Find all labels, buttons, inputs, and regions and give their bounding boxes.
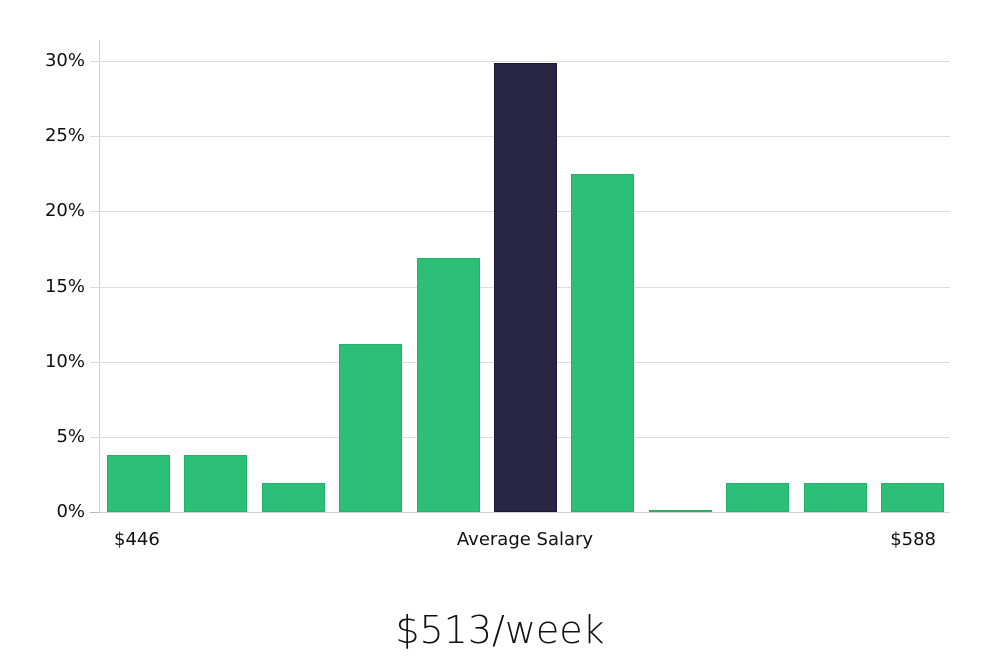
gridline xyxy=(90,61,950,62)
x-label-max: $588 xyxy=(890,529,936,550)
bar xyxy=(262,483,325,512)
y-tick-label: 15% xyxy=(44,276,85,297)
bar xyxy=(649,510,712,512)
bar xyxy=(107,455,170,512)
y-tick-label: 30% xyxy=(44,50,85,71)
y-tick-label: 25% xyxy=(44,125,85,146)
bar xyxy=(726,483,789,512)
x-axis-line xyxy=(99,512,950,513)
y-axis-line xyxy=(99,40,100,513)
bar xyxy=(881,483,944,512)
bar-average-highlight xyxy=(494,63,557,512)
x-label-min: $446 xyxy=(114,529,160,550)
y-tick-label: 10% xyxy=(44,351,85,372)
average-salary-value: $513/week xyxy=(395,608,605,652)
y-tick-label: 0% xyxy=(56,501,85,522)
bar xyxy=(417,258,480,512)
tick-mark xyxy=(90,512,100,513)
bar xyxy=(184,455,247,512)
y-tick-label: 20% xyxy=(44,200,85,221)
bar xyxy=(571,174,634,512)
bar xyxy=(339,344,402,512)
x-axis-title: Average Salary xyxy=(456,529,594,550)
bar xyxy=(804,483,867,512)
y-tick-label: 5% xyxy=(56,426,85,447)
